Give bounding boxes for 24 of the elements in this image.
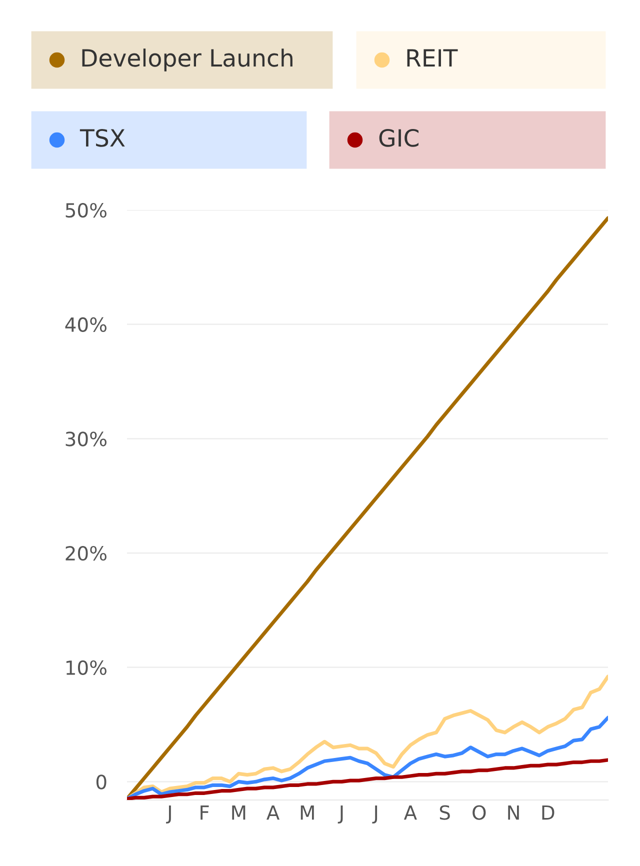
line-series	[127, 716, 608, 800]
x-tick-label: D	[542, 805, 554, 820]
x-tick-label: A	[266, 805, 280, 820]
x-tick-label: J	[372, 805, 378, 824]
x-tick-label: S	[440, 805, 450, 820]
x-tick-label: M	[300, 805, 314, 820]
legend-label: GIC	[379, 128, 418, 147]
x-tick-label: J	[338, 805, 343, 824]
legend-label: TSX	[80, 128, 125, 147]
x-tick-label: J	[166, 805, 171, 824]
line-series	[127, 758, 608, 800]
y-tick-label: 40%	[65, 317, 106, 332]
x-tick-label: N	[508, 805, 519, 820]
x-tick-label: M	[232, 805, 246, 820]
legend-label: Developer Launch	[82, 48, 292, 72]
y-tick-label: 0	[96, 774, 106, 790]
x-tick-label: F	[200, 805, 209, 820]
y-tick-label: 10%	[66, 660, 106, 676]
legend-label: REIT	[407, 49, 458, 67]
y-tick-label: 20%	[66, 546, 106, 561]
x-tick-label: A	[404, 805, 417, 820]
y-tick-label: 30%	[66, 432, 106, 446]
x-tick-label: O	[472, 805, 486, 820]
y-tick-label: 50%	[66, 202, 106, 218]
